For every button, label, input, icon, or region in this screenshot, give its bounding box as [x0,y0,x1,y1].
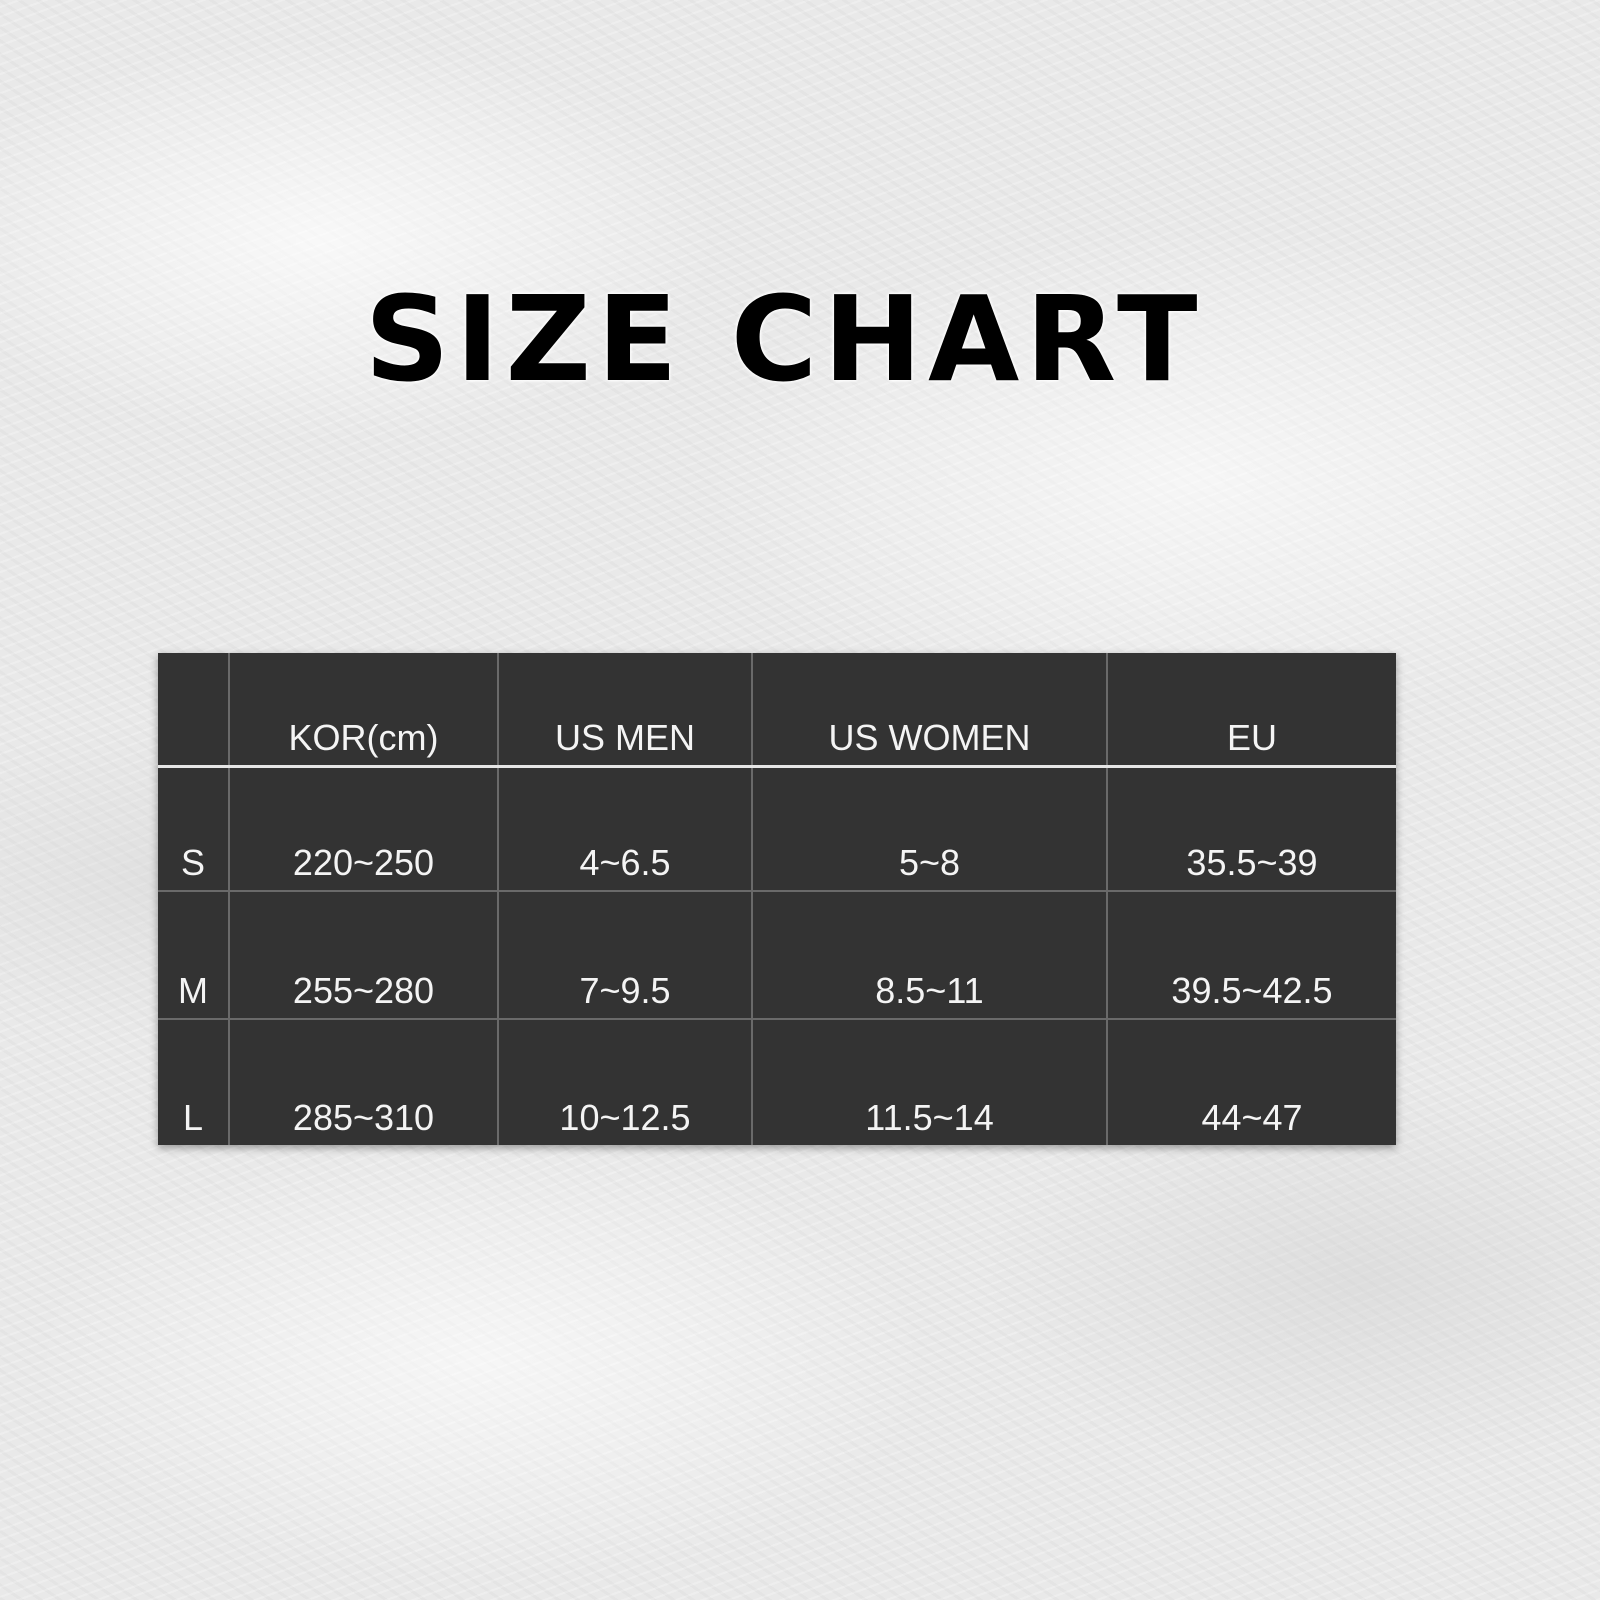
page-title: SIZE CHART [364,270,1204,408]
table-row: S 220~250 4~6.5 5~8 35.5~39 [158,765,1396,892]
us-men-cell: 10~12.5 [497,1018,753,1145]
us-women-cell: 5~8 [751,765,1108,892]
table-row: M 255~280 7~9.5 8.5~11 39.5~42.5 [158,890,1396,1020]
size-label: M [158,890,230,1020]
size-label: L [158,1018,230,1145]
us-men-cell: 7~9.5 [497,890,753,1020]
kor-cell: 285~310 [228,1018,499,1145]
eu-cell: 35.5~39 [1106,765,1396,892]
kor-cell: 255~280 [228,890,499,1020]
size-chart-table: KOR(cm) US MEN US WOMEN EU S 220~250 4~6… [158,653,1396,1145]
us-women-cell: 11.5~14 [751,1018,1108,1145]
eu-cell: 44~47 [1106,1018,1396,1145]
table-row: L 285~310 10~12.5 11.5~14 44~47 [158,1018,1396,1145]
kor-cell: 220~250 [228,765,499,892]
header-cell-kor: KOR(cm) [228,653,499,768]
table-header-row: KOR(cm) US MEN US WOMEN EU [158,653,1396,768]
header-cell-us-men: US MEN [497,653,753,768]
size-label: S [158,765,230,892]
us-women-cell: 8.5~11 [751,890,1108,1020]
eu-cell: 39.5~42.5 [1106,890,1396,1020]
header-cell-us-women: US WOMEN [751,653,1108,768]
us-men-cell: 4~6.5 [497,765,753,892]
header-cell-eu: EU [1106,653,1396,768]
header-cell-size [158,653,230,768]
